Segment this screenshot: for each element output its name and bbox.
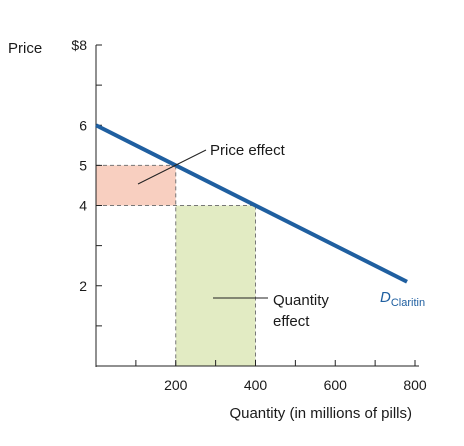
x-tick-label-600: 600 [324,377,348,393]
x-tick-label-800: 800 [403,377,427,393]
quantity-effect-label-line-2: effect [273,313,310,330]
quantity-effect-label: Quantity effect [273,292,333,330]
x-tick-label-400: 400 [244,377,268,393]
price-effect-leader [137,149,207,185]
y-tick-label-4: 4 [79,198,87,214]
y-axis-ticks: $8 6 5 4 2 [71,37,102,327]
y-axis-title: Price [8,40,42,57]
demand-curve-label-subscript: Claritin [391,297,425,309]
y-tick-label-2: 2 [79,278,87,294]
x-axis-ticks: 200 400 600 800 [135,360,427,393]
dashed-guides [96,164,256,366]
x-tick-label-200: 200 [164,377,188,393]
y-tick-label-5: 5 [79,157,87,173]
demand-curve [95,123,408,284]
x-axis-title: Quantity (in millions of pills) [229,405,412,422]
demand-curve-label-prefix: D [380,289,391,306]
demand-curve-label: DClaritin [380,289,425,309]
y-tick-label-6: 6 [79,117,87,133]
y-tick-label-8: $8 [71,37,87,53]
quantity-effect-region [175,205,256,366]
price-effect-label: Price effect [210,142,286,159]
quantity-effect-label-line-1: Quantity [273,292,329,309]
